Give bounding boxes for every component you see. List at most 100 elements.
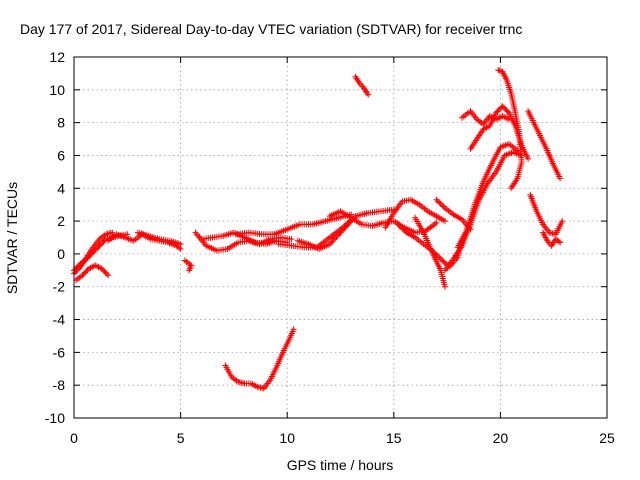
data-point-10-27 (338, 228, 345, 235)
data-point-2-10 (85, 254, 92, 261)
data-marks (71, 67, 566, 392)
data-point-16-36 (441, 283, 448, 290)
data-point-10-32 (345, 220, 352, 227)
data-point-21-23 (493, 109, 500, 116)
data-point-15-27 (437, 255, 444, 262)
series-arc-13 (352, 73, 372, 98)
y-axis-label: SDTVAR / TECUs (4, 182, 20, 294)
data-point-15-0 (395, 221, 402, 228)
y-tick-label-0: -10 (45, 410, 65, 426)
series-arc-9 (233, 211, 355, 238)
y-tick-label-4: -2 (53, 279, 66, 295)
data-point-2-18 (95, 244, 102, 251)
chart-title: Day 177 of 2017, Sidereal Day-to-day VTE… (20, 21, 522, 37)
data-point-21-25 (495, 107, 502, 114)
data-point-4-23 (177, 241, 184, 248)
data-point-2-1 (72, 266, 79, 273)
series-arc-15 (382, 196, 448, 231)
x-tick-label-1: 5 (177, 430, 185, 446)
series-arc-6 (181, 257, 195, 274)
series-arc-24 (525, 108, 564, 182)
plot-frame (73, 56, 608, 419)
data-point-2-9 (83, 255, 90, 262)
series-arc-12 (222, 326, 297, 392)
y-tick-label-9: 8 (57, 115, 65, 131)
data-point-2-11 (86, 253, 93, 260)
data-point-2-20 (97, 241, 104, 248)
data-point-1-5 (80, 270, 87, 277)
y-tick-label-3: -4 (53, 312, 66, 328)
tick-labels: 0 5 10 15 20 25 -10 -8 -6 -4 -2 0 2 4 6 8 10 12 (45, 49, 615, 446)
data-point-21-26 (496, 105, 503, 112)
data-point-2-14 (90, 249, 97, 256)
data-point-10-28 (340, 226, 347, 233)
series-arc-26 (540, 229, 564, 249)
y-tick-label-5: 0 (57, 246, 65, 262)
data-point-21-29 (500, 104, 507, 111)
data-point-10-26 (337, 229, 344, 236)
data-point-10-20 (329, 238, 336, 245)
data-point-6-52 (288, 236, 295, 243)
data-point-15-3 (399, 225, 406, 232)
data-point-1-19 (101, 268, 108, 275)
data-point-1-17 (98, 265, 105, 272)
data-point-1-18 (99, 266, 106, 273)
y-tick-label-7: 4 (57, 180, 65, 196)
data-point-1-7 (83, 268, 90, 275)
data-point-17-3 (437, 200, 444, 207)
data-point-15-4 (400, 226, 407, 233)
data-point-22-1 (496, 67, 503, 74)
data-point-10-21 (330, 236, 337, 243)
data-point-2-22 (100, 238, 107, 245)
y-tick-label-6: 2 (57, 213, 65, 229)
data-point-2-16 (92, 246, 99, 253)
data-point-15-1 (396, 222, 403, 229)
series-arc-21 (459, 108, 512, 128)
data-point-17-2 (436, 199, 443, 206)
series-arc-5 (134, 229, 184, 248)
x-tick-label-3: 15 (386, 430, 402, 446)
data-point-22-62 (508, 185, 515, 192)
series-arc-23 (495, 67, 525, 192)
grid-lines (74, 57, 607, 418)
data-point-2-19 (96, 242, 103, 249)
data-point-10-22 (332, 235, 339, 242)
x-tick-label-4: 20 (493, 430, 509, 446)
y-tick-label-8: 6 (57, 147, 65, 163)
data-point-25-14 (555, 238, 562, 245)
data-point-2-13 (88, 250, 95, 257)
axis-ticks (73, 56, 608, 419)
data-point-17-4 (439, 202, 446, 209)
data-point-15-30 (441, 259, 448, 266)
data-point-19-63 (514, 147, 521, 154)
data-point-21-28 (499, 103, 506, 110)
data-point-10-33 (346, 219, 353, 226)
data-point-10-18 (326, 241, 333, 248)
data-point-2-12 (87, 251, 94, 258)
series-arc-8 (198, 229, 291, 248)
series-arc-2 (73, 262, 112, 284)
data-point-10-29 (341, 225, 348, 232)
data-point-21-31 (503, 107, 510, 114)
y-tick-label-1: -8 (53, 377, 66, 393)
data-point-17-1 (434, 198, 441, 205)
data-point-22-0 (495, 67, 502, 74)
data-point-23-36 (557, 175, 564, 182)
data-point-1-21 (103, 270, 110, 277)
data-point-24-32 (559, 218, 566, 225)
data-point-15-5 (402, 228, 409, 235)
data-point-2-17 (94, 245, 101, 252)
series-arc-25 (527, 191, 566, 238)
data-point-11-57 (290, 326, 297, 333)
data-point-13-58 (433, 219, 440, 226)
data-point-10-24 (334, 232, 341, 239)
data-point-21-57 (525, 155, 532, 162)
data-point-2-2 (73, 264, 80, 271)
series-arc-18 (433, 196, 474, 233)
data-point-17-5 (440, 203, 447, 210)
y-tick-label-2: -6 (53, 344, 66, 360)
x-tick-label-2: 10 (279, 430, 295, 446)
series-arc-20 (454, 140, 521, 251)
